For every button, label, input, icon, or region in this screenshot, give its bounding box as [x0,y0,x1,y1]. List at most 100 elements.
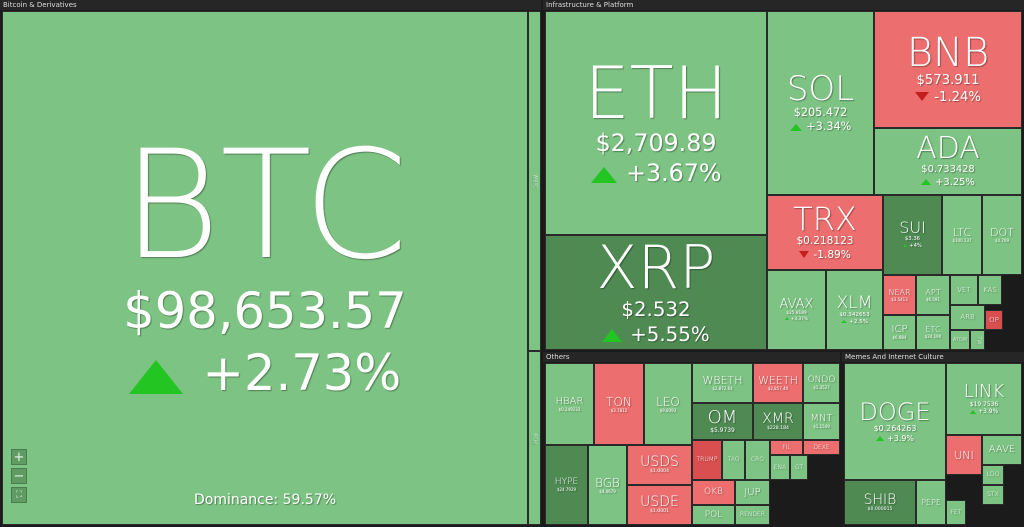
coin-tile[interactable]: BGB $4.4679 [588,445,627,525]
group-header: Infrastructure & Platform [543,0,1024,10]
coin-tile[interactable]: TAO [722,440,745,480]
coin-tile[interactable]: ONDO $1.3527 [803,363,840,403]
coin-tile[interactable]: UNI [946,435,982,475]
coin-tile[interactable]: RENDER [735,505,770,525]
coin-tile[interactable]: ATOM [950,330,970,350]
coin-tile[interactable]: POL [692,505,735,525]
coin-tile[interactable]: OM $5.9739 [692,403,753,440]
coin-symbol: USDS [640,454,679,471]
coin-tile[interactable]: APT $6.591 [916,275,950,315]
coin-symbol: FIL [782,443,791,451]
coin-tile[interactable]: STX [982,485,1004,505]
coin-symbol: ETH [584,51,728,136]
coin-price: $2.532 [621,297,691,321]
coin-price: $0.249233 [558,406,581,412]
coin-tile[interactable]: SHIB $0.000015 [844,480,916,525]
coin-symbol: UNI [954,448,974,462]
change-arrow [876,435,885,441]
coin-tile[interactable]: WEETH $2,857.40 [753,363,803,403]
zoom-in-button[interactable]: + [11,449,27,465]
coin-tile[interactable]: ETH $2,709.89 +3.67% [545,11,767,235]
change-arrow [921,178,932,185]
coin-symbol: OM [707,406,738,428]
coin-tile[interactable]: NEAR $3.5413 [883,275,916,315]
change-value: -1.24% [934,89,981,105]
coin-tile[interactable]: TRUMP [692,440,722,480]
change-arrow [915,92,930,101]
coin-tile[interactable]: BCH [528,351,541,525]
coin-tile[interactable]: XMR $228.184 [753,403,803,440]
coin-tile[interactable]: LINK $19.7536 +3.9% [946,363,1022,435]
coin-tile[interactable]: TRX $0.218123 -1.89% [767,195,883,270]
coin-tile[interactable]: TIA [970,330,985,350]
change-arrow [799,251,810,258]
coin-price: $0.733428 [921,164,975,176]
coin-tile[interactable]: BTC $98,653.57 +2.73% Dominance: 59.57% [2,11,528,525]
coin-change: +3.37% [785,316,808,322]
change-arrow [602,328,623,342]
coin-tile[interactable]: SOL $205.472 +3.34% [767,11,874,195]
coin-tile[interactable]: ICP $6.984 [883,315,916,350]
coin-tile[interactable]: WBTC [528,11,541,351]
coin-tile[interactable]: ENA [770,455,790,480]
coin-tile[interactable]: VET [950,275,978,305]
coin-tile[interactable]: OP [985,310,1003,330]
coin-price: $0.342653 [839,311,870,318]
change-value: +3.34% [806,120,852,133]
coin-tile[interactable]: PEPE [916,480,946,525]
coin-price: $98,653.57 [123,282,407,341]
coin-symbol: USDE [640,494,679,511]
coin-tile[interactable]: FIL [770,440,803,455]
coin-tile[interactable]: XLM $0.342653 +2.5% [826,270,883,350]
fit-button[interactable]: ⛶ [11,487,27,503]
coin-tile[interactable]: MNT $1.1549 [803,403,840,440]
coin-tile[interactable]: USDE $1.0001 [627,485,692,525]
coin-price: $228.184 [767,425,789,431]
zoom-out-button[interactable]: − [11,468,27,484]
coin-tile[interactable]: LDO [982,465,1004,485]
coin-symbol: WEETH [758,374,798,387]
coin-tile[interactable]: HBAR $0.249233 [545,363,594,445]
coin-tile[interactable]: HYPE $24.7929 [545,445,588,525]
coin-tile[interactable]: SUI $3.36 +4% [883,195,942,275]
coin-tile[interactable]: USDS $1.0004 [627,445,692,485]
coin-symbol: BNB [906,30,990,76]
coin-tile[interactable]: DOT $4.709 [982,195,1022,275]
coin-tile[interactable]: ETC $24.190 [916,315,950,350]
coin-symbol: TAO [727,456,740,463]
coin-tile[interactable]: OKB [692,480,735,505]
coin-tile[interactable]: JUP [735,480,770,505]
change-value: +3.67% [626,159,722,187]
coin-tile[interactable]: AAVE [982,435,1022,465]
coin-tile[interactable]: LTC $100.137 [942,195,982,275]
coin-price: $24.7929 [556,487,577,492]
group-header: Memes And Internet Culture [842,352,1024,362]
coin-symbol: ADA [916,131,980,167]
coin-tile[interactable]: ARB [950,305,985,330]
coin-tile[interactable]: GT [790,455,808,480]
coin-tile[interactable]: AVAX $25.9189 +3.37% [767,270,826,350]
group-header: Bitcoin & Derivatives [0,0,541,10]
coin-change: +4% [903,243,922,250]
coin-tile[interactable]: KAS [978,275,1002,305]
coin-tile[interactable]: CRO [745,440,770,480]
coin-tile[interactable]: DEXE [803,440,840,455]
coin-tile[interactable]: LEO $9.8393 [644,363,692,445]
coin-tile[interactable]: XRP $2.532 +5.55% [545,235,767,350]
coin-tile[interactable]: WBETH $2,872.64 [692,363,753,403]
coin-price: $9.8393 [659,407,677,413]
coin-tile[interactable]: BNB $573.911 -1.24% [874,11,1022,128]
group-header: Others [543,352,840,362]
coin-symbol: XMR [762,410,794,427]
change-value: +3.25% [935,176,975,188]
coin-tile[interactable]: FET [946,500,966,525]
change-value: +3.9% [978,408,999,415]
coin-tile[interactable]: DOGE $0.264263 +3.9% [844,363,946,480]
coin-symbol: BTC [122,119,408,294]
coin-tile[interactable]: ADA $0.733428 +3.25% [874,128,1022,195]
coin-tile[interactable]: TON $3.7812 [594,363,644,445]
coin-symbol: SOL [786,68,855,109]
coin-price: $3.5413 [891,296,908,302]
coin-symbol: DOT [990,226,1014,239]
